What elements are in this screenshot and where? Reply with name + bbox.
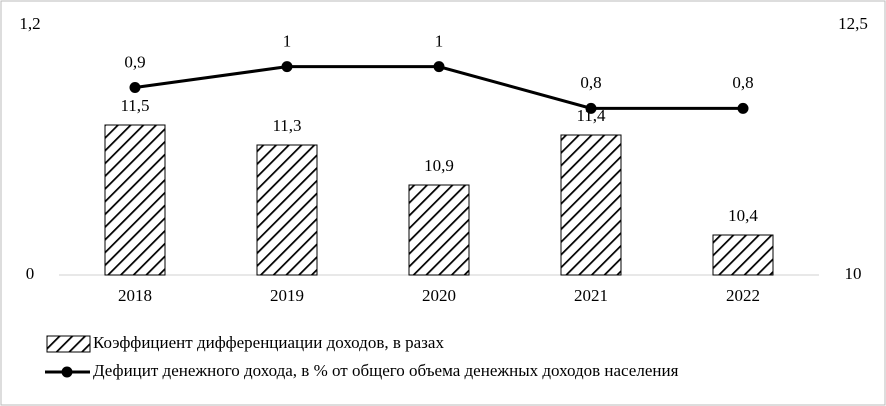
value-label: 11,5 xyxy=(120,96,149,115)
value-label: 11,3 xyxy=(272,116,301,135)
y2-tick-label: 12,5 xyxy=(838,14,868,33)
legend-swatch xyxy=(46,335,91,353)
x-tick-label: 2022 xyxy=(726,286,760,305)
y-tick-label: 1,2 xyxy=(19,14,40,33)
value-label: 10,9 xyxy=(424,156,454,175)
legend-label: Дефицит денежного дохода, в % от общего … xyxy=(93,361,679,380)
value-label: 0,8 xyxy=(580,73,601,92)
line-marker xyxy=(129,82,141,93)
y2-tick-label: 10 xyxy=(845,264,862,283)
y-tick-label: 0 xyxy=(26,264,35,283)
line-marker xyxy=(737,102,749,114)
x-tick-label: 2019 xyxy=(270,286,304,305)
line-marker xyxy=(281,61,293,73)
x-tick-label: 2018 xyxy=(118,286,152,305)
x-tick-label: 2021 xyxy=(574,286,608,305)
bar xyxy=(560,134,622,276)
legend-label: Коэффициент дифференциации доходов, в ра… xyxy=(93,333,444,352)
value-label: 1 xyxy=(283,32,292,51)
bar xyxy=(408,184,470,276)
bar xyxy=(712,234,774,276)
line-marker xyxy=(433,61,445,73)
line-marker xyxy=(585,102,597,114)
value-label: 0,9 xyxy=(124,52,145,71)
value-label: 0,8 xyxy=(732,73,753,92)
bar xyxy=(256,144,318,276)
x-tick-label: 2020 xyxy=(422,286,456,305)
value-label: 11,4 xyxy=(576,106,606,125)
value-label: 10,4 xyxy=(728,206,758,225)
legend-marker xyxy=(61,366,73,378)
value-label: 1 xyxy=(435,32,444,51)
bar xyxy=(104,124,166,276)
